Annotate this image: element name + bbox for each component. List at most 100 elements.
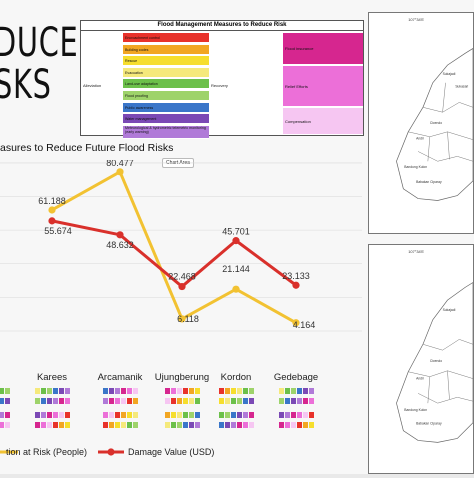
measure-swatch	[219, 388, 224, 394]
measure-swatch	[121, 422, 126, 428]
measure-swatch	[53, 388, 58, 394]
measure-swatch	[279, 398, 284, 404]
measure-swatch	[65, 398, 70, 404]
headline-line-1: DUCE	[0, 20, 79, 66]
measure-swatch	[121, 398, 126, 404]
flood-measures-table: Flood Management Measures to Reduce Risk…	[80, 20, 364, 139]
measure-swatch	[249, 398, 254, 404]
measure-swatch	[53, 422, 58, 428]
measure-swatch	[65, 388, 70, 394]
measure-swatch	[237, 422, 242, 428]
measure-swatch	[59, 412, 64, 418]
measure-swatch	[0, 398, 4, 404]
measure-swatch	[5, 412, 10, 418]
measure-swatch	[189, 412, 194, 418]
measure-swatch	[47, 398, 52, 404]
map-label-sukajadi: Sukajadi	[443, 72, 456, 76]
measure-swatch	[219, 398, 224, 404]
map-drawing-bottom: 107°34'E Sukajadi Cicendo Andir Bandung …	[396, 249, 474, 443]
measure-swatch	[109, 398, 114, 404]
data-point	[48, 206, 56, 214]
measure-swatch	[243, 398, 248, 404]
data-label: 23.133	[282, 271, 310, 281]
measure-swatch	[59, 422, 64, 428]
measure-swatch	[189, 422, 194, 428]
measure-swatch	[133, 398, 138, 404]
measure-swatch	[53, 398, 58, 404]
measure-swatch	[41, 422, 46, 428]
data-point	[48, 217, 56, 225]
map2-label-cicendo: Cicendo	[430, 359, 442, 363]
measure-bar: Meteorological & hydrometric telemetric …	[123, 125, 209, 139]
measure-swatch	[41, 398, 46, 404]
measure-swatch	[195, 412, 200, 418]
measure-swatch	[237, 398, 242, 404]
measure-swatch	[103, 422, 108, 428]
district-map-top: 107°34'E Sukajadi Sukasari Cicendo Andir…	[368, 12, 474, 234]
legend-label-damage: Damage Value (USD)	[128, 447, 214, 457]
measure-swatch	[183, 388, 188, 394]
measure-swatch	[127, 388, 132, 394]
measure-swatch	[103, 398, 108, 404]
map-coord-top: 107°34'E	[408, 17, 424, 22]
legend-label-people: tion at Risk (People)	[6, 447, 87, 457]
measure-swatch	[225, 388, 230, 394]
data-label: 61.188	[38, 196, 66, 206]
measure-swatch	[59, 398, 64, 404]
measure-swatch	[285, 398, 290, 404]
measure-bar: Building codes	[123, 44, 209, 55]
measure-swatch	[177, 388, 182, 394]
measure-swatch	[279, 388, 284, 394]
x-tick-label: Ujungberung	[155, 372, 209, 383]
measure-swatch	[285, 388, 290, 394]
measure-swatch	[309, 422, 314, 428]
x-tick-label: Karees	[37, 372, 67, 383]
measure-swatch	[177, 412, 182, 418]
map2-label-sukajadi: Sukajadi	[443, 308, 456, 312]
measure-swatch	[127, 398, 132, 404]
measure-swatch	[127, 412, 132, 418]
district-map-bottom: 107°34'E Sukajadi Cicendo Andir Bandung …	[368, 244, 474, 474]
measure-swatch	[291, 422, 296, 428]
measure-swatch	[279, 412, 284, 418]
map-drawing-top: 107°34'E Sukajadi Sukasari Cicendo Andir…	[396, 17, 474, 201]
recovery-item: Flood insurance	[283, 33, 363, 65]
measure-bar: Water management	[123, 114, 209, 125]
measure-swatch	[47, 422, 52, 428]
measure-swatch	[189, 398, 194, 404]
measure-swatch	[47, 388, 52, 394]
measure-swatch	[303, 412, 308, 418]
measure-swatch	[303, 398, 308, 404]
measure-swatch	[177, 398, 182, 404]
map-label-andir: Andir	[416, 137, 425, 141]
measure-swatch	[297, 422, 302, 428]
x-tick-label: Arcamanik	[98, 372, 143, 383]
x-tick-label: Kordon	[221, 372, 252, 383]
measure-swatch	[195, 388, 200, 394]
recovery-item: Compensation	[283, 108, 363, 135]
measure-swatch	[291, 388, 296, 394]
chart-title: asures to Reduce Future Flood Risks	[0, 142, 174, 154]
measure-swatch	[285, 412, 290, 418]
measure-swatch	[219, 422, 224, 428]
measure-swatch	[225, 412, 230, 418]
measure-swatch	[133, 422, 138, 428]
measure-swatch	[237, 388, 242, 394]
measure-swatch	[243, 422, 248, 428]
measure-swatch	[109, 422, 114, 428]
measure-swatch	[231, 412, 236, 418]
legend-marker-damage	[107, 448, 115, 456]
measure-swatch	[291, 412, 296, 418]
measure-swatch	[171, 388, 176, 394]
recovery-item: Relief Efforts	[283, 66, 363, 107]
measure-swatch	[121, 388, 126, 394]
measure-swatch	[115, 398, 120, 404]
data-label: 45.701	[222, 227, 250, 237]
measure-swatch	[309, 412, 314, 418]
measure-swatch	[115, 412, 120, 418]
measure-swatch	[165, 398, 170, 404]
measure-swatch	[291, 398, 296, 404]
measure-swatch	[297, 412, 302, 418]
line-chart: 61.188 55.674 80.477 48.632 22.468 6.118 45.70…	[0, 160, 362, 457]
measure-swatch	[297, 398, 302, 404]
